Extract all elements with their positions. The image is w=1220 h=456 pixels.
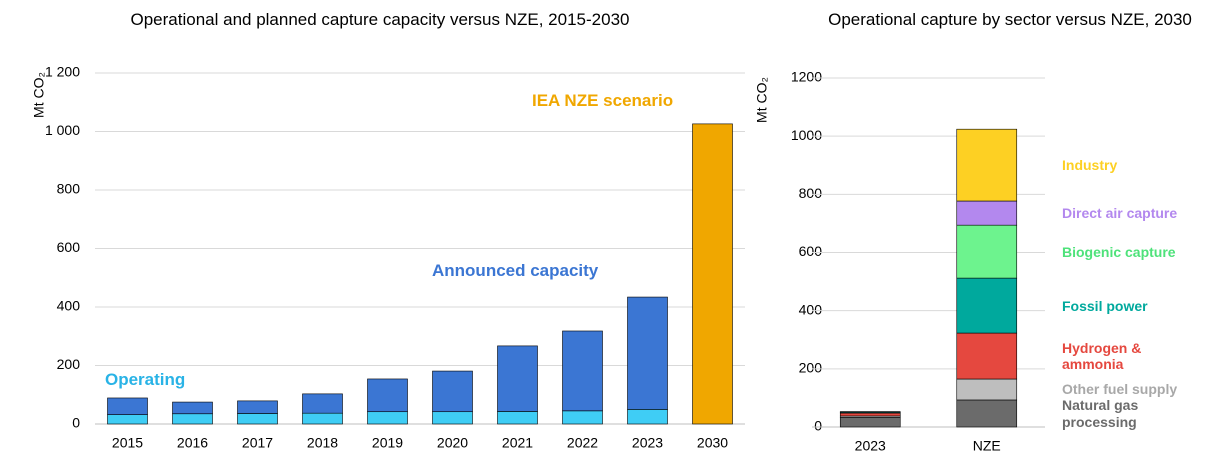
bar-segment: [432, 370, 473, 413]
y-axis-label: Mt CO₂: [31, 72, 47, 118]
legend-label: Operating: [105, 370, 186, 390]
bar-segment: [956, 399, 1018, 428]
bar-segment: [367, 378, 408, 413]
x-tick-label: 2015: [112, 435, 143, 451]
legend-label: Hydrogen & ammonia: [1062, 339, 1142, 373]
legend-label: Other fuel supply: [1062, 381, 1178, 398]
bar-segment: [562, 330, 603, 412]
y-tick-label: 1 000: [45, 122, 80, 138]
bar-segment: [956, 378, 1018, 401]
legend-label: Industry: [1062, 157, 1118, 174]
x-tick-label: 2023: [632, 435, 663, 451]
y-tick-label: 600: [799, 243, 823, 259]
y-tick-label: 800: [799, 185, 823, 201]
bar-segment: [839, 417, 901, 428]
y-tick-label: 400: [799, 301, 823, 317]
legend-label: IEA NZE scenario: [532, 91, 674, 111]
bar-segment: [839, 411, 901, 413]
bar-segment: [956, 332, 1018, 380]
bar-segment: [107, 414, 148, 425]
y-tick-label: 1200: [791, 69, 822, 85]
bar-segment: [237, 400, 278, 414]
bar-segment: [956, 128, 1018, 202]
bar-segment: [956, 224, 1018, 279]
y-tick-label: 200: [799, 360, 823, 376]
y-tick-label: 800: [57, 181, 81, 197]
legend-label: Direct air capture: [1062, 205, 1178, 222]
x-tick-label: 2016: [177, 435, 208, 451]
bar-segment: [367, 411, 408, 425]
bar-segment: [302, 393, 343, 414]
x-tick-label: 2018: [307, 435, 338, 451]
x-tick-label: 2019: [372, 435, 403, 451]
bar-segment: [302, 412, 343, 425]
x-tick-label: 2030: [697, 435, 728, 451]
bar-segment: [172, 413, 213, 425]
y-tick-label: 400: [57, 298, 81, 314]
y-tick-label: 600: [57, 239, 81, 255]
bar-segment: [432, 411, 473, 425]
y-tick-label: 1000: [791, 127, 822, 143]
x-tick-label: 2021: [502, 435, 533, 451]
chart-title: Operational capture by sector versus NZE…: [828, 10, 1192, 29]
chart-title: Operational and planned capture capacity…: [130, 10, 630, 29]
legend-label: Announced capacity: [432, 261, 599, 281]
y-axis-label: Mt CO₂: [754, 77, 770, 123]
x-tick-label: 2017: [242, 435, 273, 451]
x-tick-label: 2023: [855, 438, 886, 454]
bar-segment: [956, 200, 1018, 226]
y-tick-label: 0: [814, 418, 822, 434]
bar-segment: [497, 411, 538, 425]
bar-segment: [627, 296, 668, 410]
y-tick-label: 1 200: [45, 64, 80, 80]
bar-segment: [562, 410, 603, 425]
bar-segment: [497, 345, 538, 412]
x-tick-label: NZE: [973, 438, 1001, 454]
x-tick-label: 2020: [437, 435, 468, 451]
bar-segment: [839, 412, 901, 417]
y-tick-label: 0: [72, 415, 80, 431]
legend-label: Biogenic capture: [1062, 243, 1176, 260]
bar-segment: [237, 413, 278, 425]
x-tick-label: 2022: [567, 435, 598, 451]
y-tick-label: 200: [57, 356, 81, 372]
bar-segment: [627, 409, 668, 425]
legend-label: Fossil power: [1062, 297, 1148, 314]
bar-segment: [107, 397, 148, 415]
bar-segment: [692, 123, 733, 425]
bar-segment: [172, 401, 213, 415]
bar-segment: [956, 277, 1018, 334]
legend-label: Natural gas processing: [1062, 397, 1139, 430]
